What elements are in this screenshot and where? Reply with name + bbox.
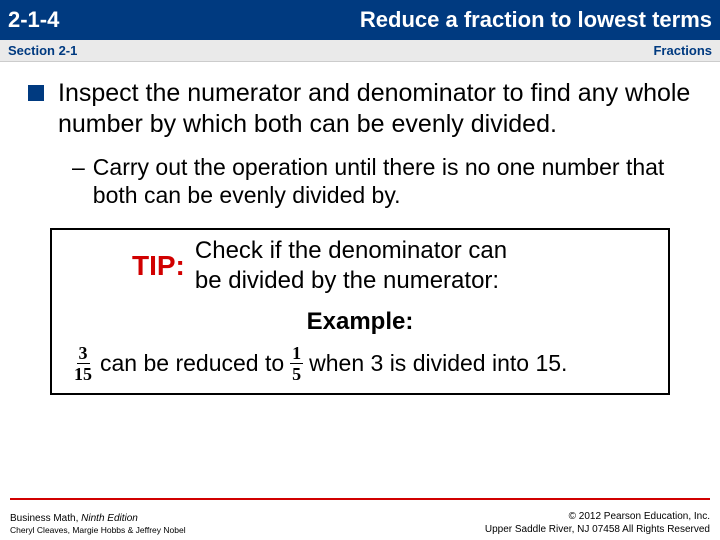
tip-line-2: be divided by the numerator: [195,266,507,296]
title-bar: 2-1-4 Reduce a fraction to lowest terms [0,0,720,40]
fraction-numerator: 3 [77,344,90,364]
copyright-line-2: Upper Saddle River, NJ 07458 All Rights … [485,523,710,536]
copyright-line-1: © 2012 Pearson Education, Inc. [485,510,710,523]
sub-bullet-text: Carry out the operation until there is n… [93,153,692,211]
authors: Cheryl Cleaves, Margie Hobbs & Jeffrey N… [10,525,186,536]
example-text-end: when 3 is divided into 15. [309,350,567,377]
slide-title: Reduce a fraction to lowest terms [360,7,712,33]
book-title-main: Business Math, [10,513,81,524]
section-label: Section 2-1 [8,43,77,58]
book-edition: Ninth Edition [81,513,138,524]
slide-number: 2-1-4 [8,7,59,33]
fraction-denominator: 5 [290,364,303,383]
bullet-text: Inspect the numerator and denominator to… [58,78,692,141]
tip-text-block: Check if the denominator can be divided … [195,236,507,296]
fraction-3-15: 3 15 [72,344,94,383]
footer-divider [10,498,710,500]
footer-left: Business Math, Ninth Edition Cheryl Clea… [10,512,186,536]
fraction-numerator: 1 [290,344,303,364]
chapter-label: Fractions [653,43,712,58]
footer-right: © 2012 Pearson Education, Inc. Upper Sad… [485,510,710,536]
bullet-square-icon [28,85,44,101]
dash-icon: – [72,153,85,182]
tip-line-1: Check if the denominator can [195,236,507,266]
book-title: Business Math, Ninth Edition [10,512,186,525]
sub-bar: Section 2-1 Fractions [0,40,720,62]
tip-box: TIP: Check if the denominator can be div… [50,228,670,395]
tip-label: TIP: [132,250,185,282]
sub-bullet: – Carry out the operation until there is… [72,153,692,211]
footer: Business Math, Ninth Edition Cheryl Clea… [0,510,720,536]
tip-header-row: TIP: Check if the denominator can be div… [132,236,658,296]
example-text-middle: can be reduced to [100,350,284,377]
fraction-1-5: 1 5 [290,344,303,383]
example-label: Example: [62,308,658,336]
content-area: Inspect the numerator and denominator to… [0,62,720,395]
main-bullet: Inspect the numerator and denominator to… [28,78,692,141]
fraction-denominator: 15 [72,364,94,383]
example-row: 3 15 can be reduced to 1 5 when 3 is div… [62,344,658,383]
